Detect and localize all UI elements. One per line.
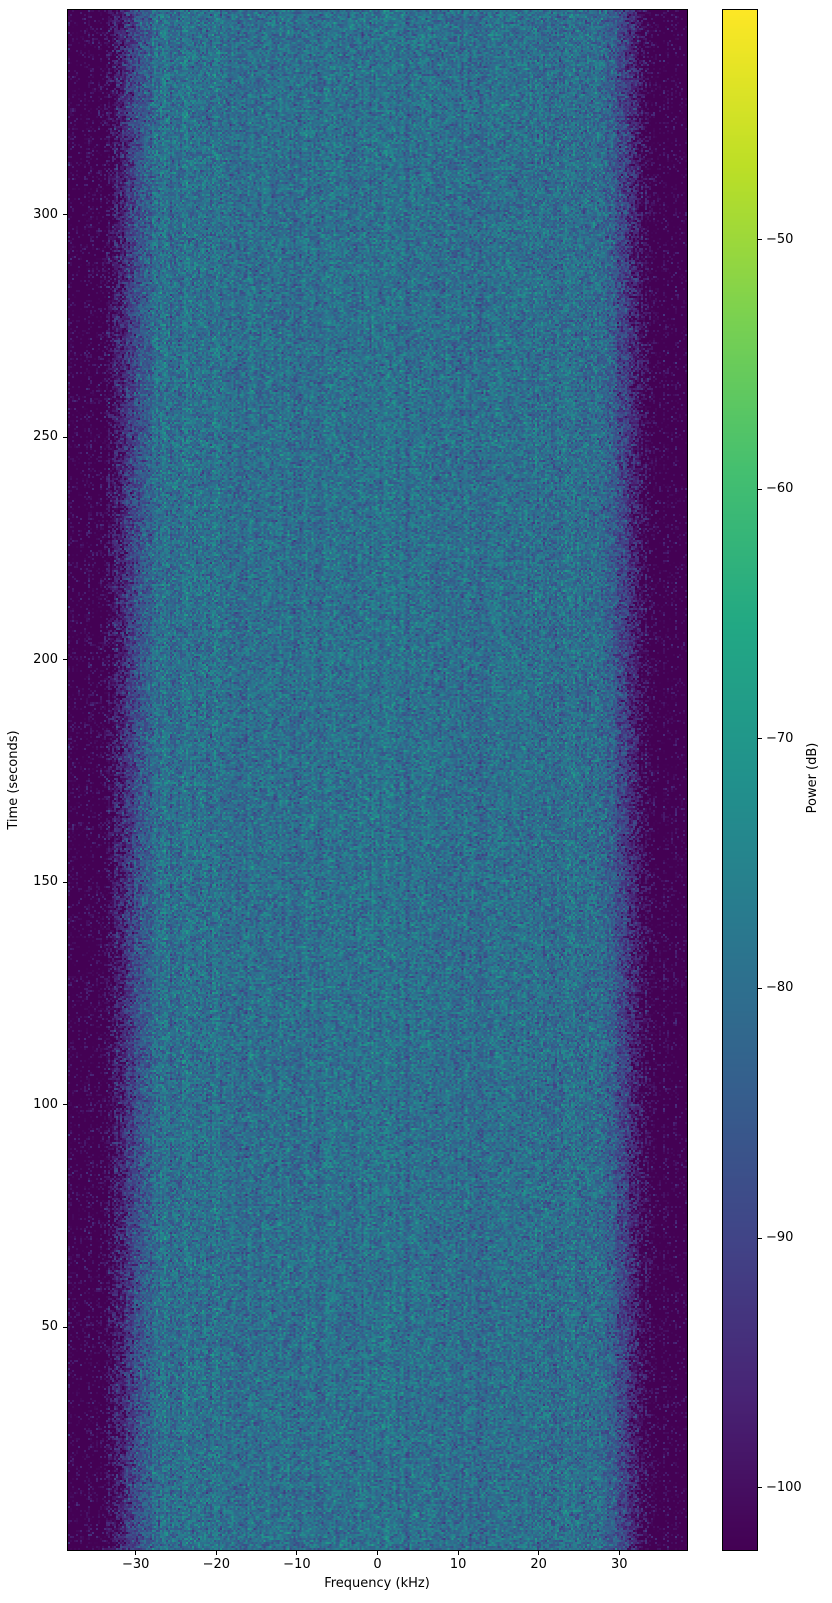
x-tick-mark (538, 1551, 539, 1555)
x-axis-label: Frequency (kHz) (277, 1576, 477, 1591)
x-tick-mark (619, 1551, 620, 1555)
colorbar-tick-mark (758, 738, 762, 739)
colorbar-tick-mark (758, 988, 762, 989)
y-tick-label: 50 (10, 1318, 58, 1336)
spectrogram-heatmap (68, 10, 687, 1550)
colorbar-tick-mark (758, 1487, 762, 1488)
y-tick-label: 300 (10, 206, 58, 224)
y-tick-label: 100 (10, 1096, 58, 1114)
colorbar-label: Power (dB) (805, 703, 823, 853)
colorbar-tick-mark (758, 489, 762, 490)
x-tick-label: −20 (191, 1556, 241, 1574)
y-tick-label: 200 (10, 651, 58, 669)
colorbar-tick-mark (758, 239, 762, 240)
x-tick-mark (296, 1551, 297, 1555)
colorbar-tick-label: −70 (766, 730, 793, 748)
x-tick-label: 10 (433, 1556, 483, 1574)
spectrogram-figure: −30 −20 −10 0 10 20 30 50 100 150 200 250 300 Frequ… (0, 0, 832, 1603)
y-tick-mark (63, 214, 67, 215)
y-tick-label: 250 (10, 428, 58, 446)
x-tick-mark (458, 1551, 459, 1555)
x-tick-mark (216, 1551, 217, 1555)
colorbar-tick-mark (758, 1238, 762, 1239)
y-axis-label: Time (seconds) (6, 705, 24, 855)
colorbar (723, 10, 757, 1550)
x-tick-label: −10 (272, 1556, 322, 1574)
colorbar-tick-label: −90 (766, 1229, 793, 1247)
y-tick-mark (63, 1104, 67, 1105)
colorbar-tick-label: −80 (766, 979, 793, 997)
x-tick-mark (135, 1551, 136, 1555)
y-tick-mark (63, 1327, 67, 1328)
colorbar-tick-label: −60 (766, 480, 793, 498)
x-tick-label: 20 (514, 1556, 564, 1574)
y-tick-mark (63, 437, 67, 438)
y-tick-mark (63, 659, 67, 660)
y-tick-mark (63, 882, 67, 883)
colorbar-tick-label: −100 (766, 1479, 802, 1497)
x-tick-label: 30 (594, 1556, 644, 1574)
x-tick-mark (377, 1551, 378, 1555)
y-tick-label: 150 (10, 873, 58, 891)
colorbar-tick-label: −50 (766, 231, 793, 249)
x-tick-label: 0 (353, 1556, 403, 1574)
x-tick-label: −30 (111, 1556, 161, 1574)
